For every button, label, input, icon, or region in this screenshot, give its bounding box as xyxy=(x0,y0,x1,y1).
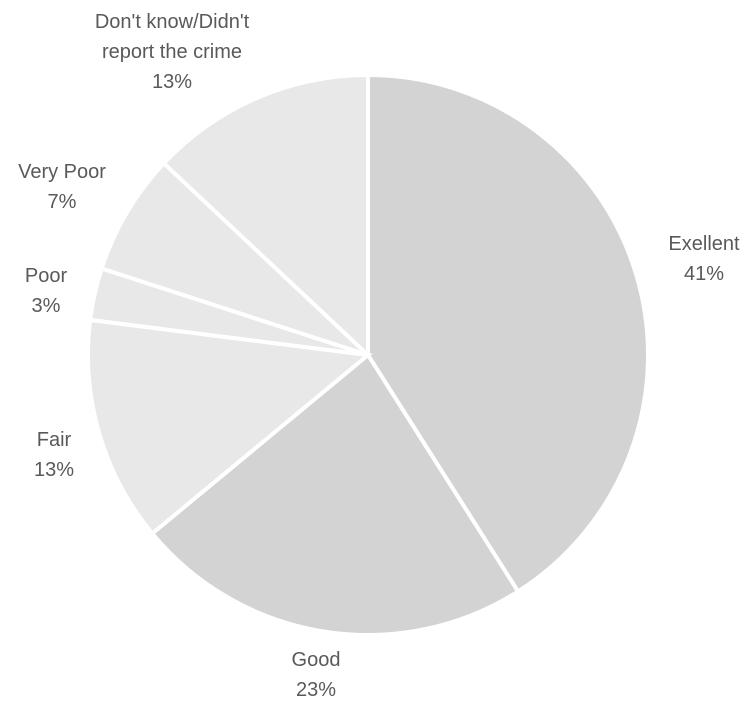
data-label-category: Very Poor xyxy=(18,161,106,183)
data-label-percent: 23% xyxy=(296,679,336,701)
data-label: Fair 13% xyxy=(34,429,74,481)
data-label: Very Poor 7% xyxy=(18,161,106,213)
data-label-percent: 7% xyxy=(48,191,77,213)
data-label-percent: 3% xyxy=(32,295,61,317)
data-label: Exellent 41% xyxy=(668,233,740,285)
data-label-category: Fair xyxy=(37,429,72,451)
pie-slices xyxy=(86,72,650,637)
data-label: Poor 3% xyxy=(25,265,68,317)
data-label-category: report the crime xyxy=(102,41,242,63)
data-label: Don't know/Didn't report the crime 13% xyxy=(95,11,250,93)
data-label-category: Don't know/Didn't xyxy=(95,11,250,33)
pie-labels: Exellent 41% Good 23% Fair 13% Poor 3% Very Poor… xyxy=(18,11,740,701)
pie-slice xyxy=(161,72,370,360)
data-label: Good 23% xyxy=(292,649,341,701)
data-label-percent: 41% xyxy=(684,263,724,285)
data-label-category: Good xyxy=(292,649,341,671)
data-label-percent: 13% xyxy=(34,459,74,481)
data-label-category: Exellent xyxy=(668,233,740,255)
pie-slice xyxy=(149,352,521,637)
data-label-percent: 13% xyxy=(152,71,192,93)
data-label-category: Poor xyxy=(25,265,68,287)
pie-slice xyxy=(86,317,373,537)
pie-slice xyxy=(99,160,370,357)
